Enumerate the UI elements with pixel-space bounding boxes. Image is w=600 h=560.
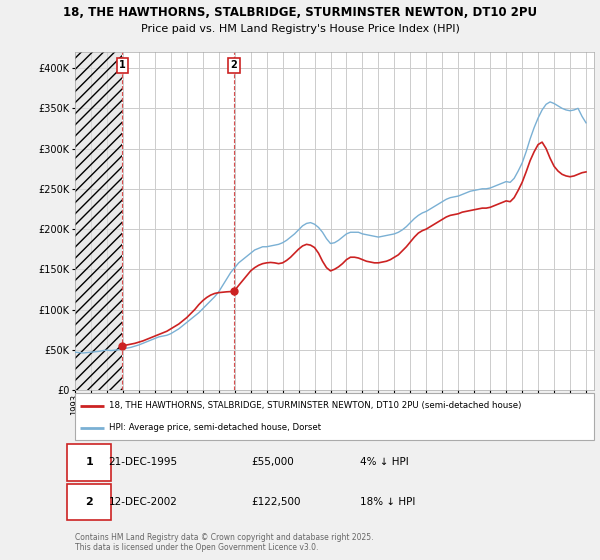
Text: HPI: Average price, semi-detached house, Dorset: HPI: Average price, semi-detached house,… bbox=[109, 423, 321, 432]
Text: Contains HM Land Registry data © Crown copyright and database right 2025.
This d: Contains HM Land Registry data © Crown c… bbox=[75, 533, 373, 552]
FancyBboxPatch shape bbox=[67, 444, 112, 480]
Text: 2: 2 bbox=[85, 497, 93, 507]
Text: 18, THE HAWTHORNS, STALBRIDGE, STURMINSTER NEWTON, DT10 2PU: 18, THE HAWTHORNS, STALBRIDGE, STURMINST… bbox=[63, 6, 537, 19]
Text: 1: 1 bbox=[85, 458, 93, 467]
Text: 18% ↓ HPI: 18% ↓ HPI bbox=[361, 497, 416, 507]
Text: 4% ↓ HPI: 4% ↓ HPI bbox=[361, 458, 409, 467]
Text: Price paid vs. HM Land Registry's House Price Index (HPI): Price paid vs. HM Land Registry's House … bbox=[140, 24, 460, 34]
Bar bbox=[75, 52, 122, 390]
Text: £122,500: £122,500 bbox=[251, 497, 301, 507]
Text: 21-DEC-1995: 21-DEC-1995 bbox=[109, 458, 178, 467]
Text: 18, THE HAWTHORNS, STALBRIDGE, STURMINSTER NEWTON, DT10 2PU (semi-detached house: 18, THE HAWTHORNS, STALBRIDGE, STURMINST… bbox=[109, 401, 521, 410]
FancyBboxPatch shape bbox=[67, 484, 112, 520]
Text: 1: 1 bbox=[119, 60, 126, 71]
FancyBboxPatch shape bbox=[75, 393, 594, 440]
Text: 12-DEC-2002: 12-DEC-2002 bbox=[109, 497, 178, 507]
Text: £55,000: £55,000 bbox=[251, 458, 294, 467]
Text: 2: 2 bbox=[230, 60, 237, 71]
